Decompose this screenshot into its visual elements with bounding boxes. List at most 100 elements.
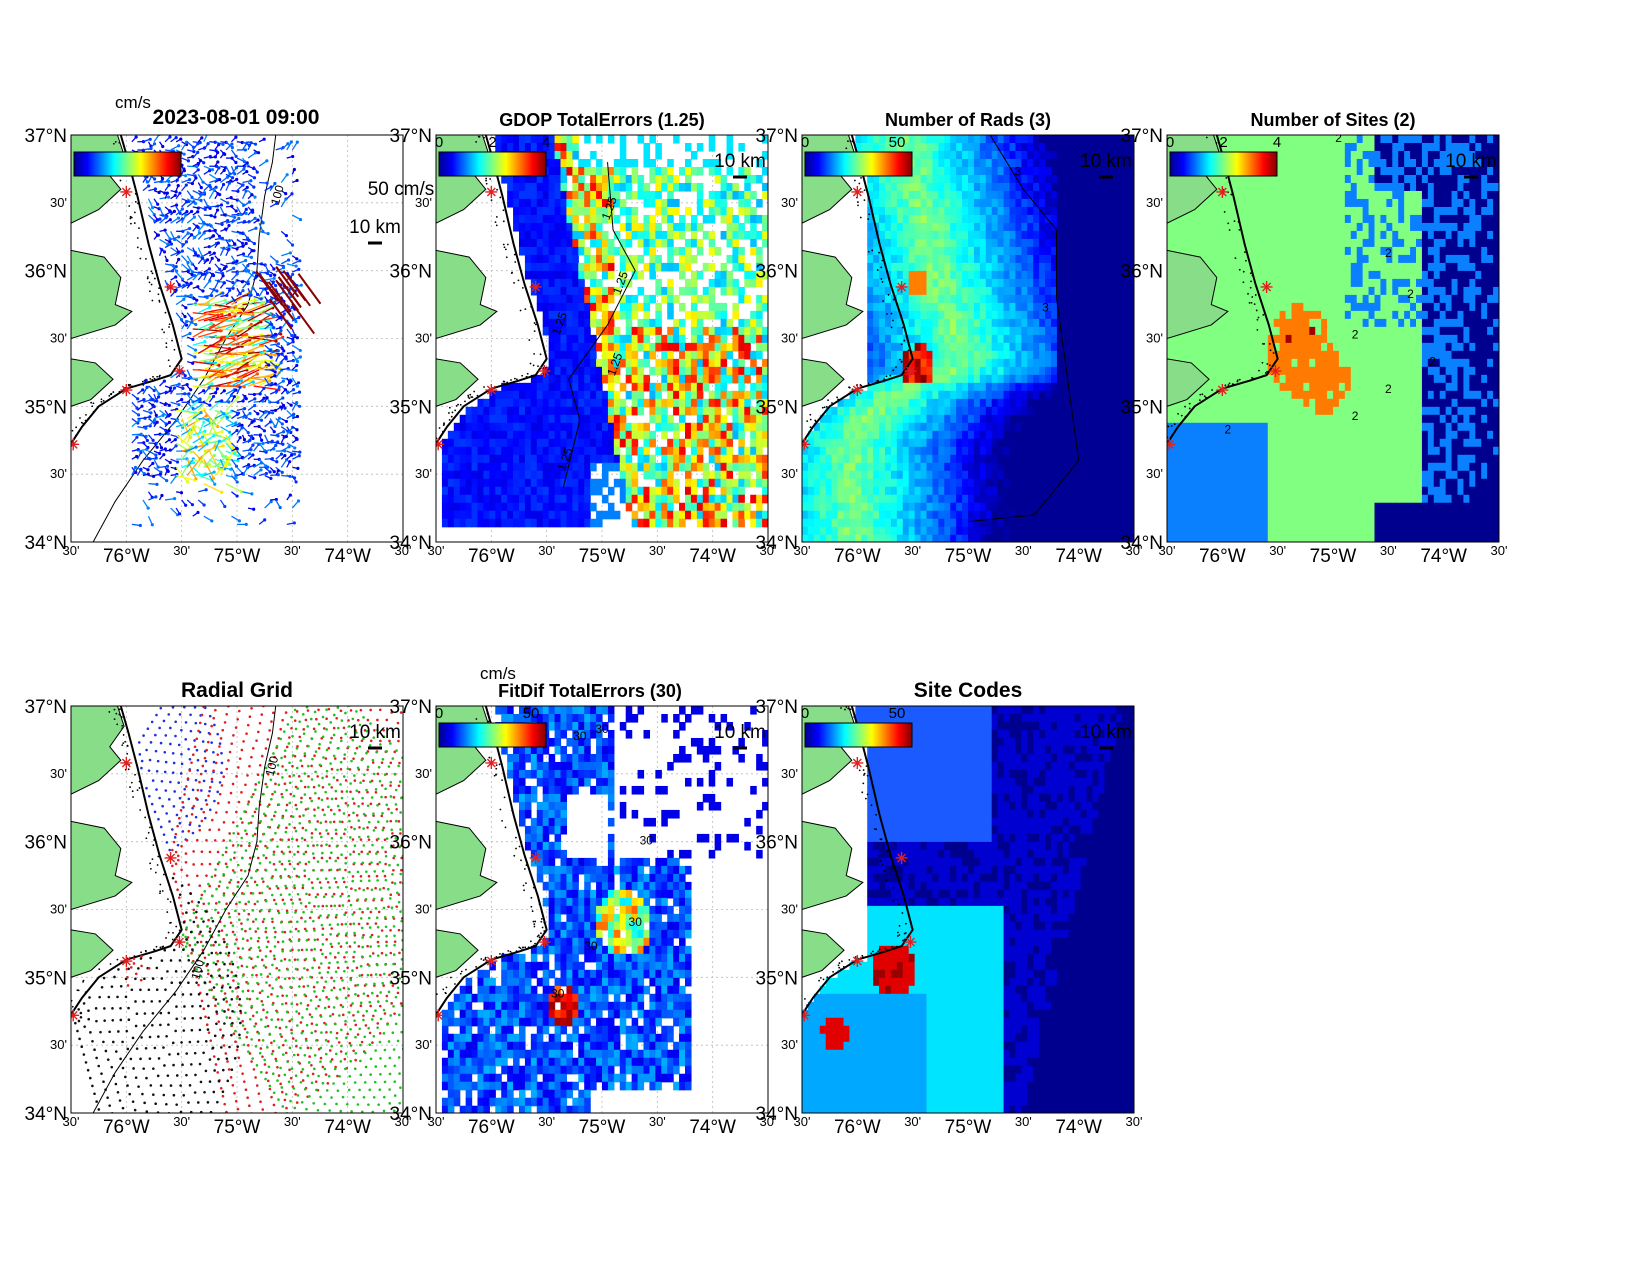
grid-cell xyxy=(902,230,910,240)
coast-dot xyxy=(431,443,433,445)
grid-cell xyxy=(590,422,597,432)
grid-cell xyxy=(566,366,573,376)
grid-cell xyxy=(447,518,455,528)
grid-cell xyxy=(756,414,763,424)
grid-cell xyxy=(590,166,597,176)
vector-head xyxy=(235,428,239,433)
grid-cell xyxy=(926,502,934,512)
vector-arrow xyxy=(247,313,272,330)
grid-cell xyxy=(542,382,550,392)
grid-cell xyxy=(920,294,928,304)
grid-cell xyxy=(507,198,514,208)
grid-cell xyxy=(867,135,874,144)
grid-cell xyxy=(643,470,651,480)
grid-cell xyxy=(548,190,556,200)
grid-cell xyxy=(932,135,939,144)
grid-cell xyxy=(896,334,904,344)
vector-head xyxy=(244,207,248,211)
colorbar-unit: cm/s xyxy=(115,93,151,112)
grid-cell xyxy=(655,206,662,216)
grid-cell xyxy=(867,334,874,344)
vector-head xyxy=(281,396,285,400)
grid-cell xyxy=(566,486,573,496)
grid-cell xyxy=(825,526,833,536)
grid-cell xyxy=(902,142,910,152)
grid-cell xyxy=(495,494,502,504)
grid-cell xyxy=(837,478,845,488)
vector-arrow xyxy=(203,431,223,436)
grid-cell xyxy=(554,502,562,512)
grid-cell xyxy=(720,310,728,320)
grid-cell xyxy=(572,510,579,520)
grid-cell xyxy=(536,294,544,304)
grid-cell xyxy=(762,326,768,336)
vector-head xyxy=(283,388,288,392)
vector-arrow xyxy=(225,317,240,322)
grid-cell xyxy=(896,135,904,144)
grid-cell xyxy=(802,518,809,528)
grid-cell xyxy=(530,494,538,504)
grid-cell xyxy=(441,478,449,488)
grid-cell xyxy=(631,166,639,176)
grid-cell xyxy=(542,206,550,216)
vector-head xyxy=(135,406,139,410)
grid-cell xyxy=(501,406,508,416)
vector-head xyxy=(233,242,237,246)
grid-cell xyxy=(744,182,751,192)
vector-head xyxy=(223,504,227,509)
lat-tick-label: 30' xyxy=(415,331,432,346)
grid-cell xyxy=(667,238,674,248)
grid-cell xyxy=(926,398,934,408)
grid-cell xyxy=(625,462,633,472)
grid-cell xyxy=(631,446,639,456)
grid-cell xyxy=(489,446,496,456)
grid-cell xyxy=(914,502,922,512)
grid-cell xyxy=(914,135,922,144)
vector-head xyxy=(276,473,280,477)
grid-cell xyxy=(602,246,609,256)
vector-head xyxy=(189,281,193,285)
grid-cell xyxy=(908,510,916,520)
vector-head xyxy=(158,451,162,456)
vector-arrow xyxy=(197,223,205,232)
grid-cell xyxy=(584,430,591,440)
grid-cell xyxy=(495,438,502,448)
grid-cell xyxy=(831,470,839,480)
grid-cell xyxy=(572,166,579,176)
grid-cell xyxy=(867,270,874,280)
grid-cell xyxy=(920,486,928,496)
grid-cell xyxy=(673,398,680,408)
coast-dot xyxy=(158,287,160,290)
vector-arrow xyxy=(209,439,225,444)
vector-head xyxy=(188,226,192,231)
vector-arrow xyxy=(214,413,225,420)
vector-arrow xyxy=(198,358,215,363)
grid-cell xyxy=(714,422,722,432)
grid-cell xyxy=(696,422,704,432)
grid-cell xyxy=(867,366,874,376)
coast-dot xyxy=(513,282,515,284)
grid-cell xyxy=(560,166,568,176)
grid-cell xyxy=(890,318,898,328)
grid-cell xyxy=(602,326,609,336)
grid-cell xyxy=(762,478,768,488)
grid-cell xyxy=(690,510,698,520)
vector-head xyxy=(227,400,231,404)
grid-cell xyxy=(607,374,615,384)
grid-cell xyxy=(885,430,892,440)
grid-cell xyxy=(708,494,716,504)
grid-cell xyxy=(802,462,809,472)
grid-cell xyxy=(507,390,514,400)
grid-cell xyxy=(643,358,651,368)
grid-cell xyxy=(926,526,934,536)
grid-cell xyxy=(501,454,508,464)
vector-head xyxy=(198,397,202,401)
vector-head xyxy=(282,435,286,439)
grid-cell xyxy=(732,406,739,416)
grid-cell xyxy=(685,206,692,216)
coast-dot xyxy=(100,400,103,403)
vector-arrow xyxy=(181,409,197,414)
grid-cell xyxy=(566,398,573,408)
vector-head xyxy=(160,248,164,252)
grid-cell xyxy=(536,446,544,456)
